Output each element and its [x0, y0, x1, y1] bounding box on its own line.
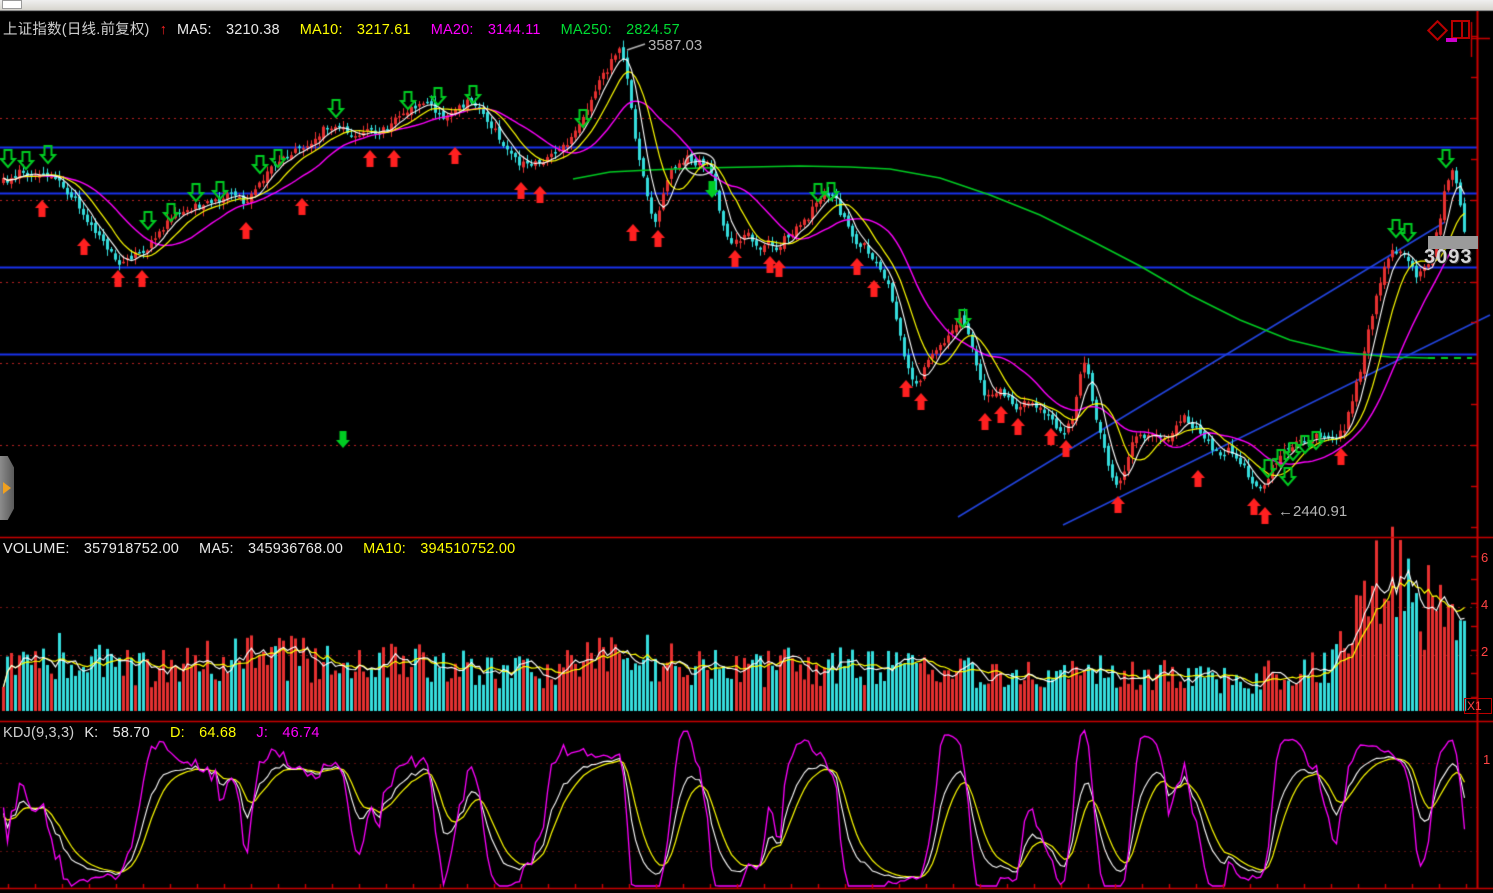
- sidebar-expander-handle[interactable]: [0, 456, 14, 520]
- ma20-label: MA20: 3144.11: [430, 22, 541, 38]
- volume-value: 357918752.00: [83, 541, 180, 557]
- last-price-tag: 3093: [1424, 246, 1473, 268]
- j-value: 46.74: [282, 725, 320, 741]
- zoom-multiplier-badge[interactable]: X1: [1464, 698, 1492, 714]
- marker-icon: [1446, 38, 1457, 42]
- volume-label: VOLUME: 357918752.00: [3, 541, 180, 557]
- ma10-label: MA10: 3217.61: [299, 22, 411, 38]
- k-value: 58.70: [112, 725, 150, 741]
- k-label: K: 58.70: [84, 725, 150, 741]
- d-label: D: 64.68: [169, 725, 237, 741]
- vol-ma10-label: MA10: 394510752.00: [363, 541, 516, 557]
- ma20-value: 3144.11: [487, 22, 541, 38]
- vol-scale-4: 4: [1481, 597, 1489, 612]
- kdj-header: KDJ(9,3,3) K: 58.70 D: 64.68 J: 46.74: [3, 725, 340, 741]
- high-price-annotation: 3587.03: [648, 37, 703, 54]
- vol-scale-2: 2: [1481, 644, 1489, 659]
- split-line: [1461, 22, 1463, 37]
- j-label: J: 46.74: [256, 725, 320, 741]
- ma5-label: MA5: 3210.38: [177, 22, 280, 38]
- window-split-icon[interactable]: [1451, 20, 1470, 39]
- vol-ma5-value: 345936768.00: [247, 541, 344, 557]
- vol-scale-6: 6: [1481, 550, 1489, 565]
- kdj-scale-100: 1: [1483, 752, 1491, 767]
- volume-header: VOLUME: 357918752.00 MA5: 345936768.00 MA1…: [3, 541, 535, 557]
- ma10-value: 3217.61: [356, 22, 411, 38]
- kdj-title: KDJ(9,3,3): [3, 725, 75, 741]
- expander-arrow-icon: [3, 482, 11, 494]
- ma250-label: MA250: 2824.57: [560, 22, 680, 38]
- d-value: 64.68: [199, 725, 237, 741]
- instrument-title: 上证指数(日线.前复权): [3, 22, 150, 38]
- vol-ma10-value: 394510752.00: [420, 541, 516, 557]
- main-chart-header: 上证指数(日线.前复权) ↑ MA5: 3210.38 MA10: 3217.61 MA…: [3, 18, 700, 39]
- menu-left-icon[interactable]: [2, 0, 22, 9]
- up-arrow-icon: ↑: [159, 22, 168, 38]
- vol-ma5-label: MA5: 345936768.00: [199, 541, 344, 557]
- low-price-annotation: ←2440.91: [1278, 503, 1348, 520]
- menu-bar[interactable]: [0, 0, 1493, 11]
- ma5-value: 3210.38: [225, 22, 280, 38]
- ma250-value: 2824.57: [626, 22, 680, 38]
- axis-flag: [1428, 236, 1478, 249]
